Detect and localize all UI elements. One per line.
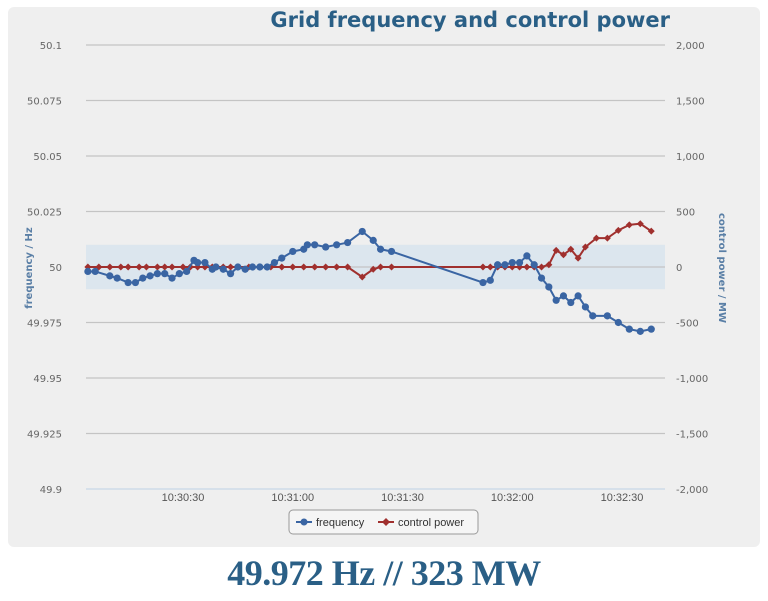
y-tick-label: 50 <box>49 263 62 274</box>
y2-tick-label: 2,000 <box>676 41 705 52</box>
legend-item-frequency[interactable]: frequency <box>296 517 365 529</box>
y2-tick-label: -2,000 <box>676 485 708 496</box>
x-tick-label: 10:30:30 <box>162 492 205 504</box>
series-control-power[interactable] <box>84 220 655 281</box>
left-axis-label: frequency / Hz <box>24 227 35 309</box>
y-tick-label: 50.05 <box>33 152 62 163</box>
live-readout: 49.972 Hz // 323 MW <box>227 553 541 593</box>
diamond-marker-icon <box>382 518 390 526</box>
right-axis-label: control power / MW <box>716 213 727 323</box>
y2-tick-label: 0 <box>676 263 682 274</box>
x-tick-label: 10:31:00 <box>271 492 314 504</box>
y-tick-label: 49.9 <box>40 485 62 496</box>
y-tick-label: 49.975 <box>27 319 62 330</box>
chart-title: Grid frequency and control power <box>270 8 670 32</box>
legend-label-control-power: control power <box>398 517 464 529</box>
grid-lines <box>86 44 665 490</box>
x-axis-ticks: 10:30:30 10:31:00 10:31:30 10:32:00 10:32:30 <box>162 492 644 504</box>
right-axis-ticks: 2,000 1,500 1,000 500 0 -500 -1,000 -1,500 -2,00… <box>676 41 708 496</box>
y2-tick-label: 1,500 <box>676 97 705 108</box>
series-frequency[interactable] <box>84 227 655 335</box>
left-axis-ticks: 50.1 50.075 50.05 50.025 50 49.975 49.95 49.925… <box>27 41 62 496</box>
y-tick-label: 50.075 <box>27 97 62 108</box>
y-tick-label: 49.925 <box>27 430 62 441</box>
y2-tick-label: -500 <box>676 319 699 330</box>
y2-tick-label: 1,000 <box>676 152 705 163</box>
legend: frequency control power <box>288 509 479 535</box>
x-tick-label: 10:32:30 <box>601 492 644 504</box>
legend-item-control-power[interactable]: control power <box>378 517 464 529</box>
y-tick-label: 49.95 <box>33 374 62 385</box>
y2-tick-label: 500 <box>676 208 695 219</box>
y-tick-label: 50.1 <box>40 41 62 52</box>
circle-marker-icon <box>300 518 308 526</box>
x-tick-label: 10:31:30 <box>381 492 424 504</box>
legend-label-frequency: frequency <box>316 517 365 529</box>
x-tick-label: 10:32:00 <box>491 492 534 504</box>
y2-tick-label: -1,000 <box>676 374 708 385</box>
y-tick-label: 50.025 <box>27 208 62 219</box>
y2-tick-label: -1,500 <box>676 430 708 441</box>
